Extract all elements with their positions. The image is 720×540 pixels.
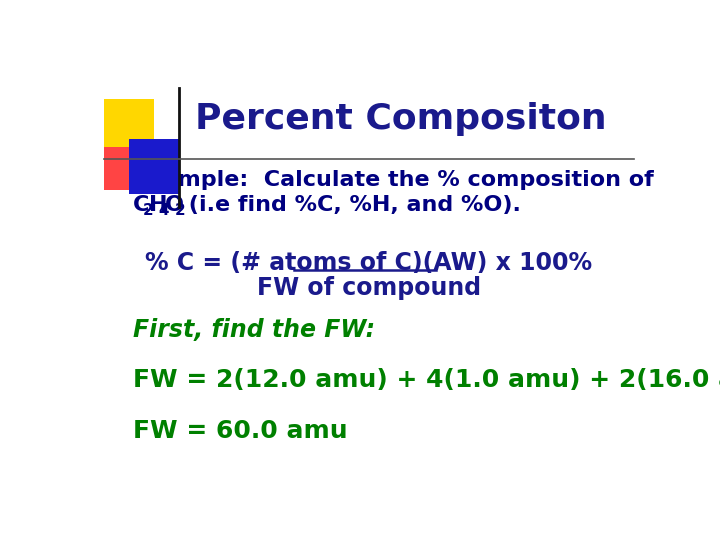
Text: FW of compound: FW of compound bbox=[257, 276, 481, 300]
Bar bbox=[129, 139, 179, 194]
Text: % C = (# atoms of C)(AW) x 100%: % C = (# atoms of C)(AW) x 100% bbox=[145, 251, 593, 275]
Text: Example:  Calculate the % composition of: Example: Calculate the % composition of bbox=[132, 170, 653, 190]
Text: O: O bbox=[165, 195, 184, 215]
Text: FW = 2(12.0 amu) + 4(1.0 amu) + 2(16.0 amu): FW = 2(12.0 amu) + 4(1.0 amu) + 2(16.0 a… bbox=[132, 368, 720, 393]
Text: FW = 60.0 amu: FW = 60.0 amu bbox=[132, 418, 347, 443]
Text: 2: 2 bbox=[175, 203, 186, 218]
Text: 4: 4 bbox=[158, 203, 169, 218]
Text: H: H bbox=[149, 195, 167, 215]
Text: Percent Compositon: Percent Compositon bbox=[194, 102, 606, 136]
Text: C: C bbox=[132, 195, 149, 215]
Bar bbox=[104, 99, 154, 150]
Bar bbox=[104, 147, 147, 190]
Text: 2: 2 bbox=[143, 203, 153, 218]
Text: First, find the FW:: First, find the FW: bbox=[132, 319, 374, 342]
Text: (i.e find %C, %H, and %O).: (i.e find %C, %H, and %O). bbox=[181, 195, 521, 215]
